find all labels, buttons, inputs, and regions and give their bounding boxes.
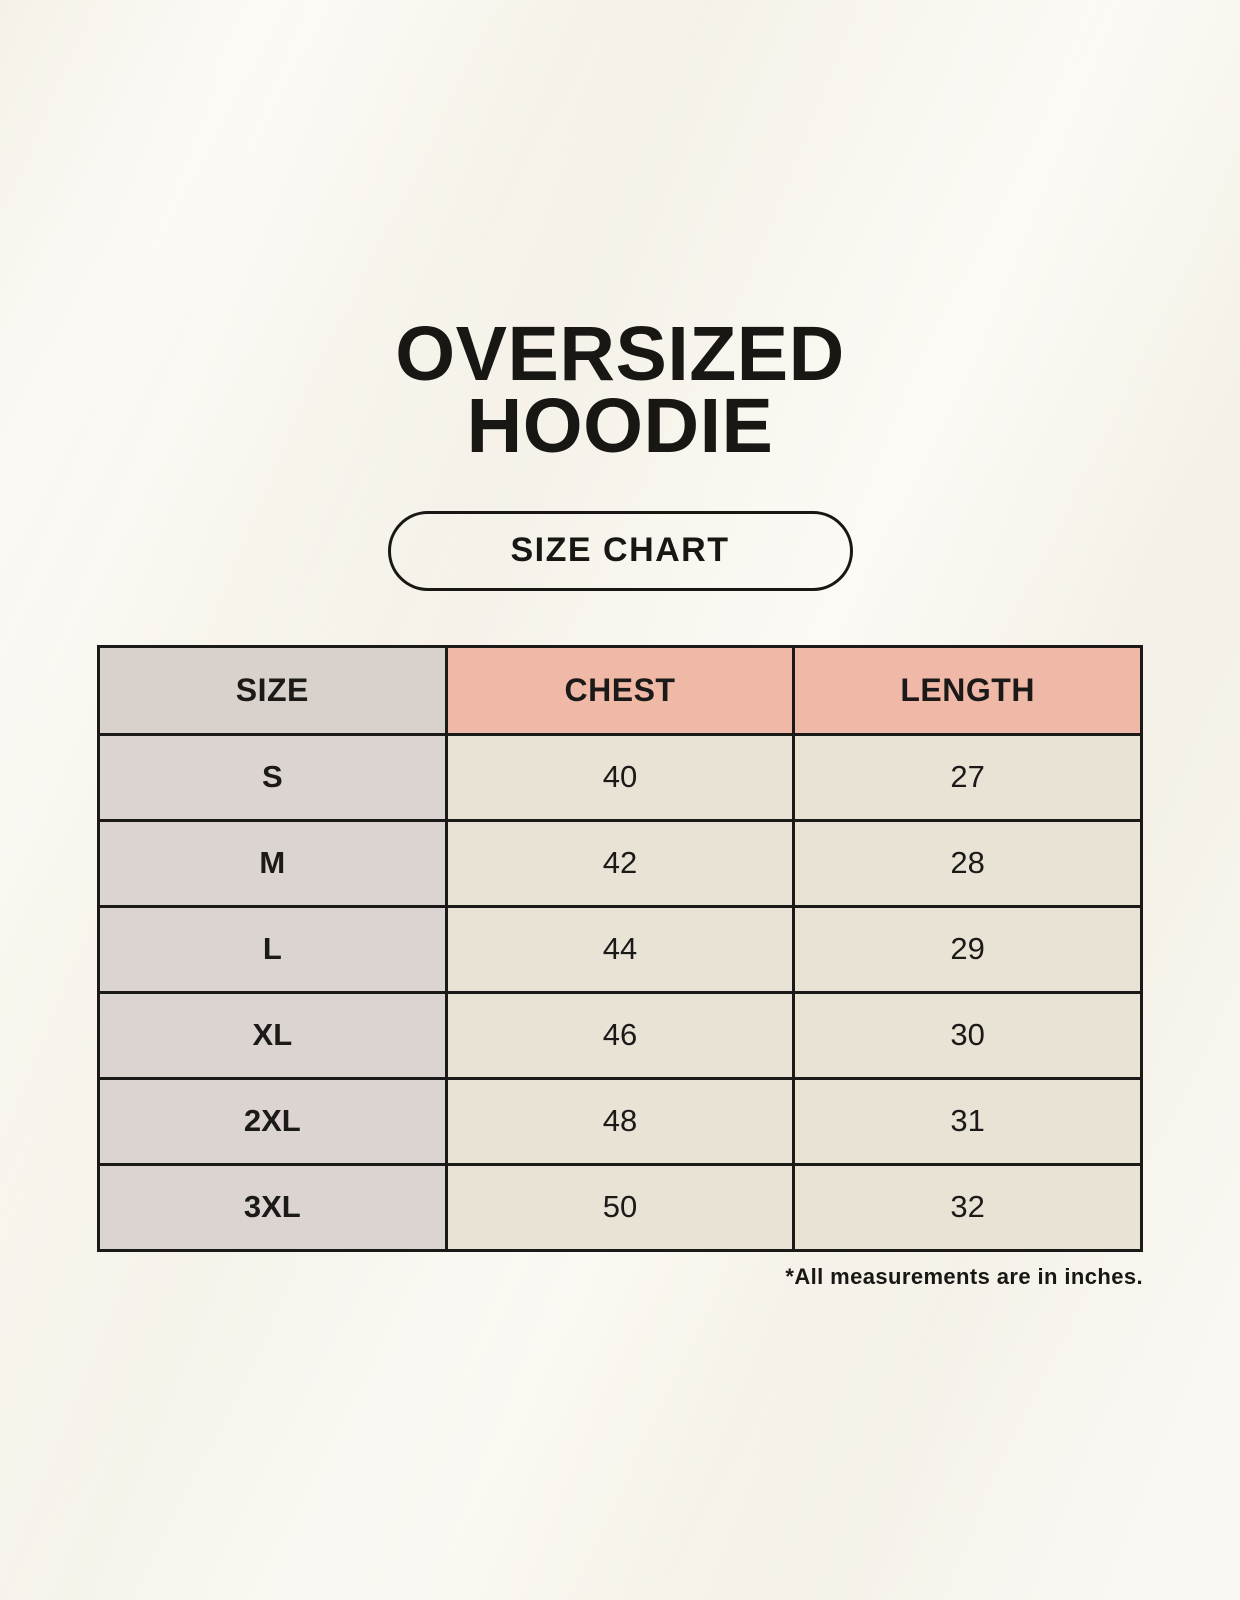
chest-value: 44: [444, 904, 796, 994]
length-value: 29: [792, 904, 1143, 994]
table-row: S 40 27: [97, 732, 1143, 822]
size-table-body: S 40 27 M 42 28 L 44 29 XL 46 30: [97, 732, 1143, 1252]
column-header-chest: CHEST: [444, 644, 796, 736]
column-header-size: SIZE: [97, 644, 448, 736]
chest-value: 50: [444, 1162, 796, 1252]
chest-value: 46: [444, 990, 796, 1080]
measurements-note: *All measurements are in inches.: [785, 1263, 1143, 1289]
size-label: S: [97, 732, 448, 822]
content-area: OVERSIZED HOODIE SIZE CHART SIZE CHEST L…: [0, 0, 1240, 1289]
length-value: 31: [792, 1076, 1143, 1166]
column-header-length: LENGTH: [792, 644, 1143, 736]
length-value: 30: [792, 990, 1143, 1080]
page-title-line1: OVERSIZED: [395, 311, 845, 397]
size-chart-badge-wrap: SIZE CHART: [0, 510, 1240, 591]
table-row: XL 46 30: [97, 990, 1143, 1080]
header-row: SIZE CHEST LENGTH: [97, 644, 1143, 736]
chest-value: 42: [444, 818, 796, 908]
page-title: OVERSIZED HOODIE: [0, 0, 1240, 470]
size-label: L: [97, 904, 448, 994]
chest-value: 40: [444, 732, 796, 822]
page-title-line2: HOODIE: [466, 383, 774, 470]
length-value: 27: [792, 732, 1143, 822]
size-chart-button[interactable]: SIZE CHART: [387, 510, 853, 591]
table-row: 3XL 50 32: [97, 1162, 1143, 1252]
table-row: L 44 29: [97, 904, 1143, 994]
table-row: M 42 28: [97, 818, 1143, 908]
size-table-header: SIZE CHEST LENGTH: [97, 644, 1143, 736]
size-table: SIZE CHEST LENGTH S 40 27 M 42 28 L: [97, 644, 1143, 1252]
length-value: 32: [792, 1162, 1143, 1252]
size-label: M: [97, 818, 448, 908]
table-row: 2XL 48 31: [97, 1076, 1143, 1166]
size-label: 2XL: [97, 1076, 448, 1166]
size-chart-button-label: SIZE CHART: [510, 531, 730, 570]
chest-value: 48: [444, 1076, 796, 1166]
size-label: XL: [97, 990, 448, 1080]
length-value: 28: [792, 818, 1143, 908]
size-label: 3XL: [97, 1162, 448, 1252]
